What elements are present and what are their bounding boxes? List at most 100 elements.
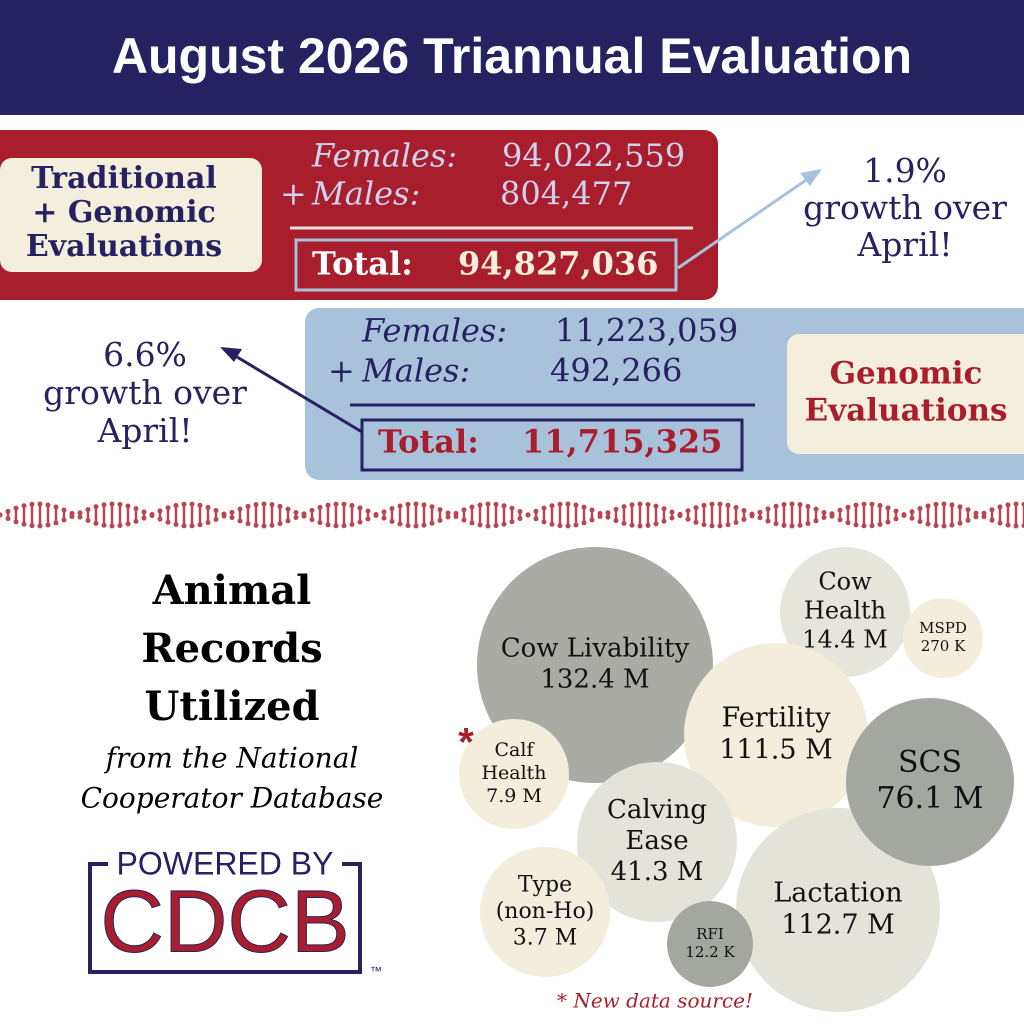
- dna-dot: [277, 521, 283, 527]
- dna-dot: [133, 518, 139, 524]
- dna-dot: [981, 514, 987, 520]
- dna-dot: [157, 508, 163, 514]
- dna-dot: [269, 522, 275, 528]
- dna-dot: [949, 522, 955, 528]
- dna-dot: [549, 521, 555, 527]
- bubble: [736, 808, 940, 1012]
- bubble-value: 41.3 M: [611, 857, 704, 887]
- dna-dot: [429, 520, 435, 526]
- dna-dot: [733, 505, 739, 511]
- dna-dot: [5, 508, 11, 514]
- dna-dot: [501, 503, 507, 509]
- dna-dot: [701, 522, 707, 528]
- dna-dot: [189, 501, 195, 507]
- dna-dot: [501, 521, 507, 527]
- dna-dot: [589, 517, 595, 523]
- arrow: [231, 352, 363, 434]
- males-label: Males:: [361, 352, 470, 390]
- dna-dot: [781, 502, 787, 508]
- dna-dot: [861, 501, 867, 507]
- bubble: [780, 547, 910, 677]
- dna-dot: [365, 508, 371, 514]
- dna-dot: [21, 521, 27, 527]
- dna-dot: [773, 521, 779, 527]
- dna-dot: [229, 509, 235, 515]
- dna-dot: [213, 517, 219, 523]
- dna-dot: [821, 510, 827, 516]
- dna-dot: [837, 507, 843, 513]
- dna-dot: [13, 505, 19, 511]
- dna-dot: [357, 505, 363, 511]
- dna-dot: [789, 523, 795, 529]
- dna-dot: [101, 522, 107, 528]
- dna-dot: [205, 520, 211, 526]
- dna-dot: [301, 513, 307, 519]
- growth-line: 1.9%: [863, 151, 947, 190]
- dna-dot: [573, 522, 579, 528]
- dna-dot: [813, 518, 819, 524]
- bubble-value: 7.9 M: [486, 785, 542, 807]
- bubble-label: Cow Livability: [501, 633, 690, 663]
- dna-dot: [133, 506, 139, 512]
- dna-dot: [973, 510, 979, 516]
- bubble-label: (non-Ho): [496, 899, 595, 924]
- label-line: Traditional: [31, 161, 217, 196]
- bubble-label: Calving: [607, 795, 707, 825]
- dna-dot: [397, 521, 403, 527]
- dna-dot: [885, 519, 891, 525]
- dna-dot: [349, 521, 355, 527]
- females-value: 11,223,059: [555, 312, 738, 350]
- records-subtitle: from the National: [104, 742, 359, 775]
- dna-dot: [293, 515, 299, 521]
- dna-dot: [85, 506, 91, 512]
- dna-dot: [629, 502, 635, 508]
- dna-dot: [37, 523, 43, 529]
- dna-dot: [653, 521, 659, 527]
- dna-dot: [605, 510, 611, 516]
- dna-dot: [621, 504, 627, 510]
- dna-dot: [741, 508, 747, 514]
- dna-dot: [269, 502, 275, 508]
- dna-dot: [717, 501, 723, 507]
- dna-dot: [613, 518, 619, 524]
- records-subtitle: Cooperator Database: [81, 782, 384, 815]
- dna-dot: [1021, 501, 1024, 507]
- total-label: Total:: [312, 245, 413, 283]
- dna-dot: [437, 507, 443, 513]
- genomic-label-box: [787, 334, 1024, 454]
- dna-dot: [781, 522, 787, 528]
- dna-dot: [325, 522, 331, 528]
- dna-dot: [237, 506, 243, 512]
- dna-dot: [949, 502, 955, 508]
- dna-dot: [141, 509, 147, 515]
- dna-dot: [373, 512, 379, 518]
- header-bar: [0, 0, 1024, 115]
- dna-dot: [869, 523, 875, 529]
- dna-dot: [597, 511, 603, 517]
- dna-dot: [93, 520, 99, 526]
- dna-dot: [821, 514, 827, 520]
- dna-dot: [605, 514, 611, 520]
- dna-dot: [989, 517, 995, 523]
- dna-dot: [485, 501, 491, 507]
- dna-dot: [493, 523, 499, 529]
- dna-dot: [885, 505, 891, 511]
- dna-dot: [293, 509, 299, 515]
- total-label: Total:: [378, 423, 479, 461]
- dna-dot: [477, 502, 483, 508]
- dna-dot: [325, 502, 331, 508]
- dna-dot: [45, 522, 51, 528]
- dna-dot: [5, 516, 11, 522]
- arrow-head: [800, 169, 822, 186]
- dna-dot: [765, 518, 771, 524]
- dna-dot: [941, 501, 947, 507]
- dna-dot: [477, 522, 483, 528]
- dna-dot: [997, 520, 1003, 526]
- dna-dot: [701, 502, 707, 508]
- dna-dot: [29, 501, 35, 507]
- dna-dot: [893, 516, 899, 522]
- dna-dot: [941, 523, 947, 529]
- dna-dot: [517, 508, 523, 514]
- bubble-label: SCS: [898, 745, 962, 780]
